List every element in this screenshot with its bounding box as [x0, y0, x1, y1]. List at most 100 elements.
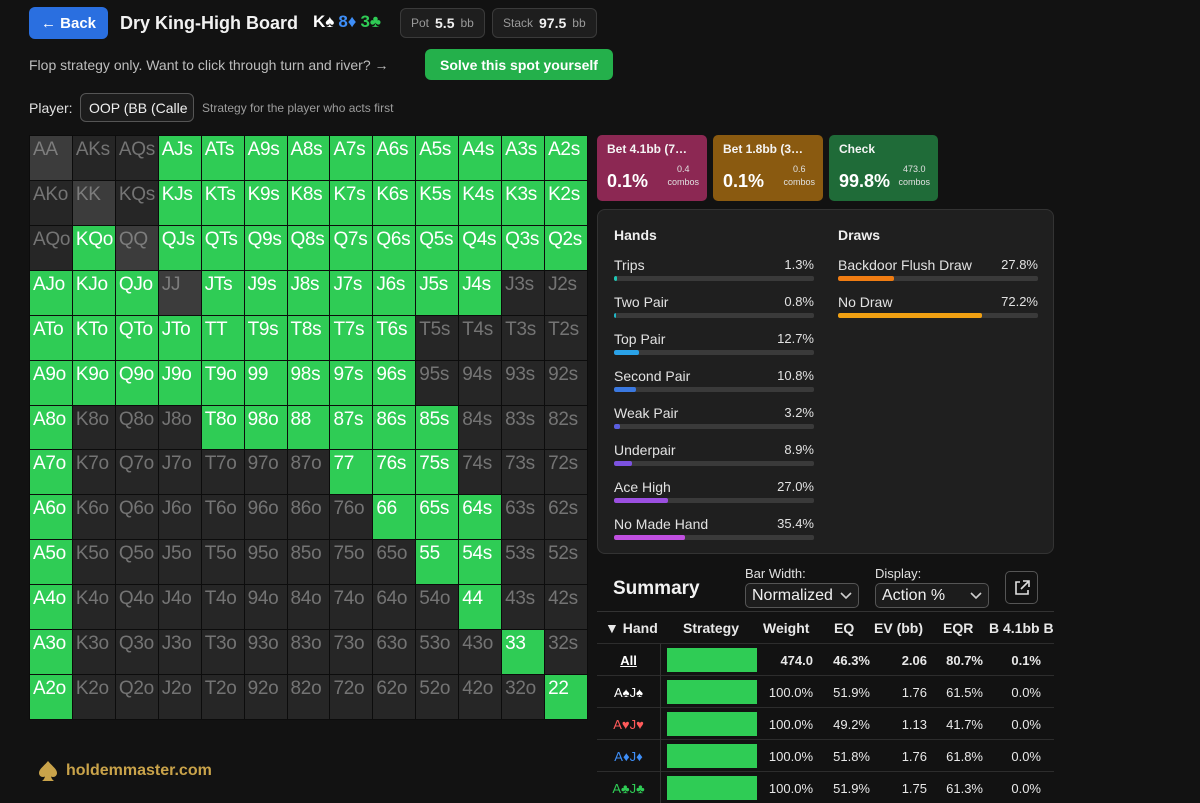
hand-cell[interactable]: 97o	[244, 450, 287, 495]
hand-cell[interactable]: 77	[330, 450, 373, 495]
hand-cell[interactable]: A4o	[30, 585, 72, 630]
hand-cell[interactable]: Q2o	[115, 675, 158, 719]
hand-cell[interactable]: QTo	[115, 315, 158, 360]
hand-cell[interactable]: AJo	[30, 270, 72, 315]
hand-cell[interactable]: 66	[373, 495, 416, 540]
hand-cell[interactable]: 75o	[330, 540, 373, 585]
hand-cell[interactable]: 74s	[459, 450, 502, 495]
hand-cell[interactable]: Q8s	[287, 225, 330, 270]
hand-cell[interactable]: 43s	[502, 585, 545, 630]
hand-cell[interactable]: 84s	[459, 405, 502, 450]
hand-cell[interactable]: 88	[287, 405, 330, 450]
hand-cell[interactable]: J2o	[158, 675, 201, 719]
hand-cell[interactable]: 82o	[287, 675, 330, 719]
hand-cell[interactable]: 65o	[373, 540, 416, 585]
hand-cell[interactable]: J7s	[330, 270, 373, 315]
hand-cell[interactable]: T5s	[416, 315, 459, 360]
hand-cell[interactable]: Q9s	[244, 225, 287, 270]
hand-cell[interactable]: QQ	[115, 225, 158, 270]
hand-cell[interactable]: Q4s	[459, 225, 502, 270]
table-row[interactable]: A♠J♠ 100.0% 51.9% 1.76 61.5% 0.0%	[597, 676, 1054, 708]
hand-cell[interactable]: 83s	[502, 405, 545, 450]
hand-cell[interactable]: A6s	[373, 136, 416, 180]
hand-cell[interactable]: TT	[201, 315, 244, 360]
hand-cell[interactable]: 92s	[545, 360, 587, 405]
hand-cell[interactable]: 93o	[244, 630, 287, 675]
hand-cell[interactable]: 99	[244, 360, 287, 405]
hand-cell[interactable]: 96s	[373, 360, 416, 405]
hand-cell[interactable]: 84o	[287, 585, 330, 630]
hand-cell[interactable]: 76o	[330, 495, 373, 540]
action-card[interactable]: Check 99.8% 473.0 combos	[829, 135, 938, 201]
hand-cell[interactable]: A9s	[244, 136, 287, 180]
hand-cell[interactable]: 76s	[373, 450, 416, 495]
hand-cell[interactable]: AQo	[30, 225, 72, 270]
hand-cell[interactable]: T8s	[287, 315, 330, 360]
hand-cell[interactable]: J3o	[158, 630, 201, 675]
hand-cell[interactable]: Q5s	[416, 225, 459, 270]
hand-cell[interactable]: 85o	[287, 540, 330, 585]
table-row[interactable]: A♦J♦ 100.0% 51.8% 1.76 61.8% 0.0%	[597, 740, 1054, 772]
hand-cell[interactable]: KQo	[72, 225, 115, 270]
hand-cell[interactable]: K8o	[72, 405, 115, 450]
hand-cell[interactable]: 63s	[502, 495, 545, 540]
hand-cell[interactable]: A2o	[30, 675, 72, 719]
hand-cell[interactable]: KTo	[72, 315, 115, 360]
hand-cell[interactable]: T3o	[201, 630, 244, 675]
hand-cell[interactable]: A7s	[330, 136, 373, 180]
hand-cell[interactable]: 64o	[373, 585, 416, 630]
hand-cell[interactable]: K8s	[287, 180, 330, 225]
hand-cell[interactable]: AKo	[30, 180, 72, 225]
hand-cell[interactable]: T2s	[545, 315, 587, 360]
hand-cell[interactable]: 32o	[502, 675, 545, 719]
hand-cell[interactable]: J6s	[373, 270, 416, 315]
hand-cell[interactable]: 62o	[373, 675, 416, 719]
hand-cell[interactable]: A5s	[416, 136, 459, 180]
hand-cell[interactable]: 93s	[502, 360, 545, 405]
hand-cell[interactable]: A9o	[30, 360, 72, 405]
hand-cell[interactable]: K6s	[373, 180, 416, 225]
hand-cell[interactable]: 53o	[416, 630, 459, 675]
hand-cell[interactable]: A8s	[287, 136, 330, 180]
hand-cell[interactable]: 73s	[502, 450, 545, 495]
hand-cell[interactable]: J5s	[416, 270, 459, 315]
hand-cell[interactable]: KJs	[158, 180, 201, 225]
display-select[interactable]: Action %	[875, 583, 989, 608]
hand-cell[interactable]: J9s	[244, 270, 287, 315]
hand-cell[interactable]: JTo	[158, 315, 201, 360]
hand-cell[interactable]: A3o	[30, 630, 72, 675]
bar-width-select[interactable]: Normalized	[745, 583, 859, 608]
hand-cell[interactable]: 82s	[545, 405, 587, 450]
hand-sort-header[interactable]: ▼ Hand	[605, 620, 658, 636]
hand-cell[interactable]: 98o	[244, 405, 287, 450]
hand-cell[interactable]: Q7o	[115, 450, 158, 495]
hand-cell[interactable]: J5o	[158, 540, 201, 585]
hand-cell[interactable]: 52s	[545, 540, 587, 585]
hand-cell[interactable]: T6o	[201, 495, 244, 540]
hand-cell[interactable]: 75s	[416, 450, 459, 495]
hand-cell[interactable]: Q4o	[115, 585, 158, 630]
hand-cell[interactable]: K3s	[502, 180, 545, 225]
hand-cell[interactable]: Q7s	[330, 225, 373, 270]
hand-cell[interactable]: A3s	[502, 136, 545, 180]
hand-cell[interactable]: T5o	[201, 540, 244, 585]
hand-cell[interactable]: K5s	[416, 180, 459, 225]
hand-cell[interactable]: J2s	[545, 270, 587, 315]
player-select[interactable]: OOP (BB (Calle	[80, 93, 194, 122]
hand-cell[interactable]: 64s	[459, 495, 502, 540]
hand-cell[interactable]: Q6o	[115, 495, 158, 540]
hand-cell[interactable]: 74o	[330, 585, 373, 630]
hand-cell[interactable]: 86s	[373, 405, 416, 450]
hand-cell[interactable]: 33	[502, 630, 545, 675]
hand-cell[interactable]: T8o	[201, 405, 244, 450]
hand-cell[interactable]: 94s	[459, 360, 502, 405]
hand-cell[interactable]: 86o	[287, 495, 330, 540]
hand-cell[interactable]: J6o	[158, 495, 201, 540]
hand-cell[interactable]: K4o	[72, 585, 115, 630]
hand-cell[interactable]: QTs	[201, 225, 244, 270]
hand-cell[interactable]: A7o	[30, 450, 72, 495]
table-row[interactable]: All 474.0 46.3% 2.06 80.7% 0.1%	[597, 644, 1054, 676]
hand-cell[interactable]: 72s	[545, 450, 587, 495]
hand-cell[interactable]: 94o	[244, 585, 287, 630]
hand-cell[interactable]: 54o	[416, 585, 459, 630]
